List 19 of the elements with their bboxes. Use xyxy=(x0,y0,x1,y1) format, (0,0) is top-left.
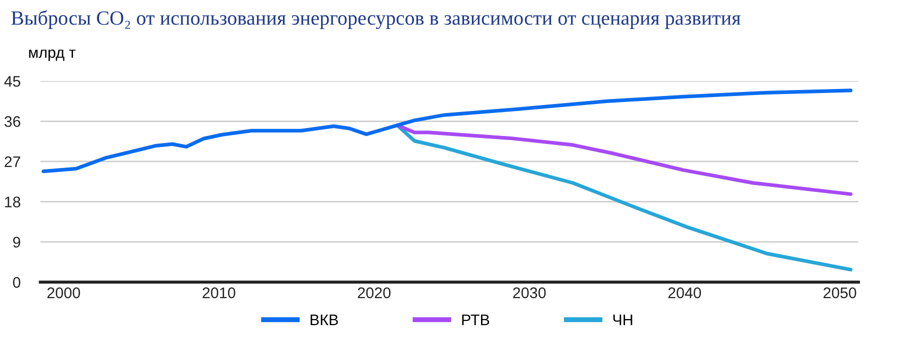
x-tick-label: 2040 xyxy=(668,287,701,298)
y-tick-label: 18 xyxy=(5,196,20,208)
x-tick-label: 2010 xyxy=(202,287,236,298)
y-tick-label: 36 xyxy=(4,116,20,127)
line-series xyxy=(42,88,852,174)
chart-title: Выбросы CO₂ от использования энергоресурсов в зависимости от сценария развития xyxy=(11,10,741,30)
x-tick-label: 2020 xyxy=(358,287,391,298)
line-series xyxy=(396,123,852,196)
x-tick-label: 2050 xyxy=(824,287,856,298)
legend-label: ВКВ xyxy=(310,314,338,326)
x-tick-label: 2000 xyxy=(47,287,80,298)
y-tick-label: 27 xyxy=(4,156,20,168)
legend-label: ЧН xyxy=(613,314,632,326)
y-tick-label: 0 xyxy=(13,277,20,288)
y-tick-label: 9 xyxy=(13,236,20,248)
y-tick-label: 45 xyxy=(4,76,20,87)
legend-label: РТВ xyxy=(462,314,490,326)
y-axis-title: млрд т xyxy=(29,50,76,61)
x-tick-label: 2030 xyxy=(513,287,546,298)
